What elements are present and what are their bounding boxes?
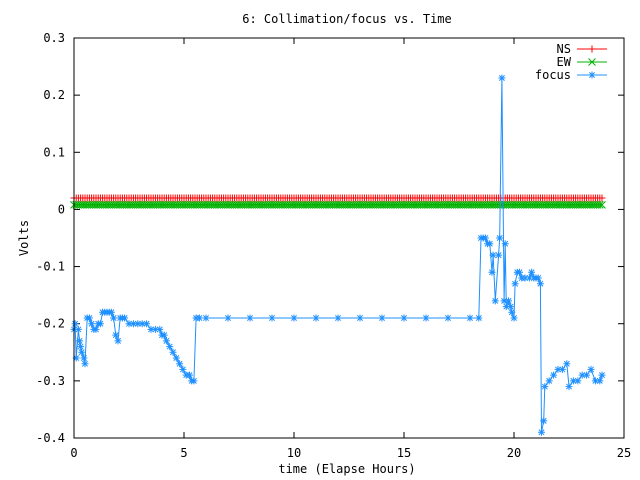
data-point-focus [538, 429, 545, 436]
legend-marker-focus [589, 72, 596, 79]
data-point-focus [467, 315, 474, 322]
series-group [71, 75, 606, 436]
data-point-focus [72, 320, 79, 327]
series-ns [71, 195, 606, 202]
data-point-focus [541, 383, 548, 390]
data-point-focus [313, 315, 320, 322]
data-point-focus [247, 315, 254, 322]
data-point-focus [173, 355, 180, 362]
legend-marker-ns [589, 46, 596, 53]
legend-label-ew: EW [557, 55, 572, 69]
data-point-focus [357, 315, 364, 322]
x-tick-label: 0 [70, 446, 77, 460]
data-point-focus [496, 235, 503, 242]
series-line-focus [74, 78, 602, 432]
data-point-focus [489, 269, 496, 276]
data-point-focus [176, 360, 183, 367]
data-point-focus [475, 315, 482, 322]
data-point-focus [502, 240, 509, 247]
data-point-focus [190, 377, 197, 384]
data-point-focus [492, 297, 499, 304]
data-point-focus [196, 315, 203, 322]
data-point-focus [546, 377, 553, 384]
series-ew [71, 201, 606, 208]
y-tick-label: -0.2 [36, 317, 65, 331]
data-point-focus [77, 343, 84, 350]
data-point-focus [166, 343, 173, 350]
y-tick-label: 0.2 [43, 88, 65, 102]
y-tick-label: -0.1 [36, 260, 65, 274]
x-tick-label: 15 [397, 446, 411, 460]
data-point-focus [379, 315, 386, 322]
x-tick-label: 25 [617, 446, 631, 460]
data-point-focus [445, 315, 452, 322]
axis-ticks: 0 5 10 15 20 25 0.3 0.2 0.1 0 -0.1 -0.2 -0.3 -0.4 [36, 31, 631, 460]
data-point-focus [76, 337, 83, 344]
data-point-focus [512, 280, 519, 287]
y-tick-label: -0.3 [36, 374, 65, 388]
data-point-focus [335, 315, 342, 322]
data-point-focus [537, 280, 544, 287]
data-point-focus [423, 315, 430, 322]
data-point-focus [599, 372, 606, 379]
data-point-focus [163, 337, 170, 344]
data-point-focus [225, 315, 232, 322]
data-point-focus [179, 366, 186, 373]
data-point-focus [115, 337, 122, 344]
y-tick-label: 0 [58, 202, 65, 216]
data-point-focus [110, 315, 117, 322]
data-point-focus [269, 315, 276, 322]
x-tick-label: 10 [287, 446, 301, 460]
data-point-focus [563, 360, 570, 367]
data-point-focus [401, 315, 408, 322]
legend: NSEWfocus [535, 42, 607, 82]
x-tick-label: 20 [507, 446, 521, 460]
data-point-focus [143, 320, 150, 327]
y-tick-label: 0.3 [43, 31, 65, 45]
data-point-focus [559, 366, 566, 373]
y-tick-label: -0.4 [36, 431, 65, 445]
data-point-focus [588, 366, 595, 373]
data-point-focus [486, 240, 493, 247]
data-point-focus [75, 326, 82, 333]
data-point-focus [291, 315, 298, 322]
data-point-focus [511, 315, 518, 322]
data-point-focus [495, 252, 502, 259]
series-focus [71, 75, 606, 436]
data-point-focus [97, 320, 104, 327]
data-point-focus [498, 75, 505, 82]
data-point-focus [170, 349, 177, 356]
legend-label-ns: NS [557, 42, 571, 56]
x-tick-label: 5 [180, 446, 187, 460]
data-point-focus [540, 417, 547, 424]
y-axis-label: Volts [17, 220, 31, 256]
data-point-focus [82, 360, 89, 367]
data-point-focus [80, 355, 87, 362]
data-point-focus [507, 303, 514, 310]
data-point-focus [121, 315, 128, 322]
chart-title: 6: Collimation/focus vs. Time [242, 12, 452, 26]
data-point-focus [566, 383, 573, 390]
data-point-focus [550, 372, 557, 379]
x-axis-label: time (Elapse Hours) [278, 462, 415, 476]
data-point-focus [583, 372, 590, 379]
y-tick-label: 0.1 [43, 145, 65, 159]
data-point-focus [574, 377, 581, 384]
legend-label-focus: focus [535, 68, 571, 82]
data-point-focus [203, 315, 210, 322]
